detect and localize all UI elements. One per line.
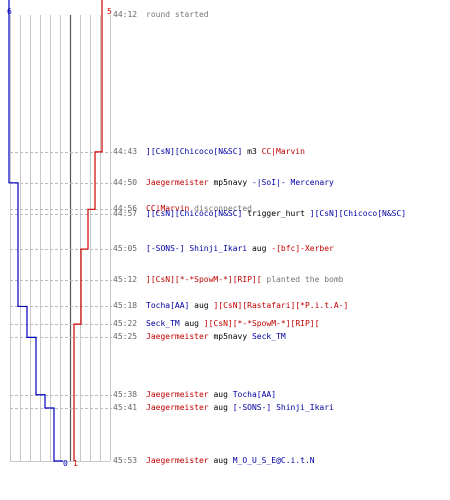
red-player-name: ][CsN][*-*SpowM-*][RIP][ bbox=[146, 275, 262, 284]
red-team-alive-line bbox=[73, 0, 103, 461]
event-text: CC|Marvin disconnected bbox=[146, 204, 252, 214]
event-text: Seck_TM aug ][CsN][*-*SpowM-*][RIP][ bbox=[146, 319, 319, 329]
red-player-name: CC|Marvin bbox=[146, 204, 190, 213]
event-time: 45:38 bbox=[113, 390, 138, 399]
team-lines bbox=[8, 0, 103, 462]
event-text: ][CsN][Chicoco[N&SC] trigger_hurt ][CsN]… bbox=[146, 209, 406, 219]
chart-grid bbox=[10, 15, 111, 462]
red-player-name: Jaegermeister bbox=[146, 390, 209, 399]
event-message: planted the bomb bbox=[261, 275, 344, 284]
event-text: Tocha[AA] aug ][CsN][Rastafari][*P.i.t.A… bbox=[146, 301, 348, 311]
blue-player-name: Tocha[AA] bbox=[146, 301, 190, 310]
event-text: Jaegermeister aug M_O_U_S_E@C.i.t.N bbox=[146, 456, 315, 466]
event-text: round started bbox=[146, 10, 209, 20]
weapon-name: aug bbox=[179, 319, 204, 328]
red-player-name: Jaegermeister bbox=[146, 178, 209, 187]
event-text: Jaegermeister aug [-SONS-] Shinji_Ikari bbox=[146, 403, 334, 413]
weapon-name: aug bbox=[189, 301, 214, 310]
weapon-name: aug bbox=[247, 244, 272, 253]
event-time: 44:57 bbox=[113, 209, 138, 218]
event-message: round started bbox=[146, 10, 209, 19]
blue-player-name: [-SONS-] Shinji_Ikari bbox=[146, 244, 248, 253]
blue-player-name: Tocha[AA] bbox=[232, 390, 277, 399]
event-time: 44:56 bbox=[113, 204, 138, 213]
blue-end-score: 0 bbox=[63, 459, 68, 468]
red-player-name: CC|Marvin bbox=[261, 147, 305, 156]
blue-start-score: 6 bbox=[7, 7, 12, 16]
event-text: [-SONS-] Shinji_Ikari aug -[bfc]-Xerber bbox=[146, 244, 334, 254]
event-text: ][CsN][Chicoco[N&SC] m3 CC|Marvin bbox=[146, 147, 305, 157]
weapon-name: aug bbox=[208, 456, 233, 465]
weapon-name: mp5navy bbox=[208, 332, 252, 341]
event-time: 44:12 bbox=[113, 10, 138, 19]
blue-player-name: M_O_U_S_E@C.i.t.N bbox=[232, 456, 315, 465]
event-text: Jaegermeister mp5navy Seck_TM bbox=[146, 332, 286, 342]
red-player-name: Jaegermeister bbox=[146, 332, 209, 341]
event-text: ][CsN][*-*SpowM-*][RIP][ planted the bom… bbox=[146, 275, 343, 285]
red-player-name: ][CsN][*-*SpowM-*][RIP][ bbox=[203, 319, 320, 328]
blue-player-name: ][CsN][Chicoco[N&SC] bbox=[146, 147, 243, 156]
red-start-score: 5 bbox=[107, 7, 112, 16]
event-text: Jaegermeister mp5navy -|SoI|- Mercenary bbox=[146, 178, 334, 188]
weapon-name: m3 bbox=[242, 147, 262, 156]
blue-team-alive-line bbox=[8, 0, 63, 462]
event-text: Jaegermeister aug Tocha[AA] bbox=[146, 390, 276, 400]
event-time: 45:25 bbox=[113, 332, 138, 341]
event-time: 44:43 bbox=[113, 147, 138, 156]
blue-player-name: Seck_TM bbox=[251, 332, 286, 341]
weapon-name: mp5navy bbox=[208, 178, 252, 187]
red-player-name: ][CsN][Rastafari][*P.i.t.A-] bbox=[213, 301, 349, 310]
event-time: 45:41 bbox=[113, 403, 138, 412]
blue-player-name: Seck_TM bbox=[146, 319, 180, 328]
event-time: 45:18 bbox=[113, 301, 138, 310]
blue-player-name: ][CsN][Chicoco[N&SC] bbox=[146, 209, 243, 218]
event-time: 45:05 bbox=[113, 244, 138, 253]
red-player-name: -[bfc]-Xerber bbox=[271, 244, 334, 253]
weapon-name: aug bbox=[208, 403, 233, 412]
red-end-score: 1 bbox=[73, 459, 78, 468]
event-time: 44:50 bbox=[113, 178, 138, 187]
blue-player-name: [-SONS-] Shinji_Ikari bbox=[232, 403, 334, 412]
event-time: 45:53 bbox=[113, 456, 138, 465]
blue-player-name: ][CsN][Chicoco[N&SC] bbox=[309, 209, 407, 218]
event-time: 45:12 bbox=[113, 275, 138, 284]
blue-player-name: -|SoI|- Mercenary bbox=[251, 178, 334, 187]
weapon-name: trigger_hurt bbox=[242, 209, 310, 218]
event-message: disconnected bbox=[189, 204, 252, 213]
red-player-name: Jaegermeister bbox=[146, 403, 209, 412]
event-time: 45:22 bbox=[113, 319, 138, 328]
weapon-name: aug bbox=[208, 390, 233, 399]
red-player-name: Jaegermeister bbox=[146, 456, 209, 465]
